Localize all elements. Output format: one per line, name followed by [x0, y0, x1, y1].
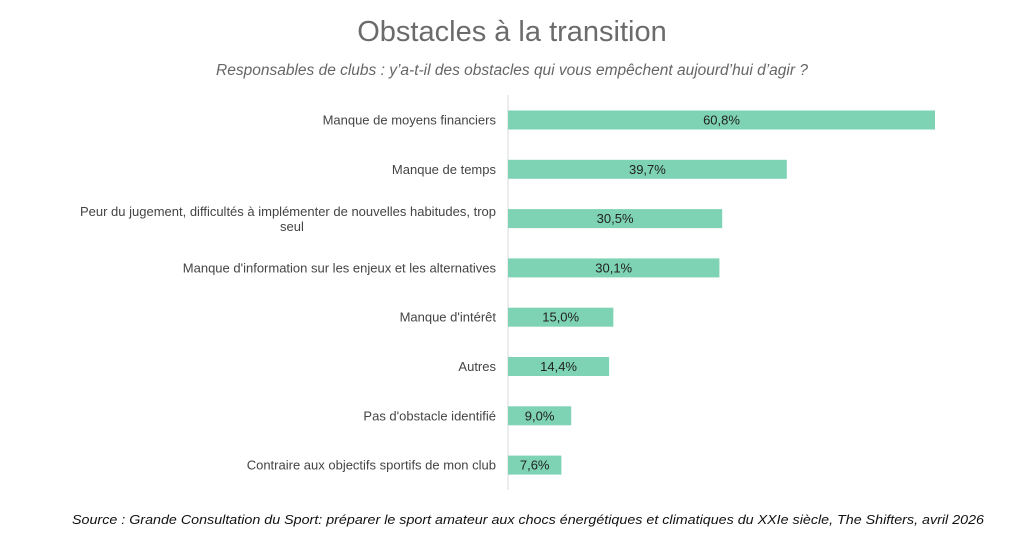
data-label: 60,8% — [703, 113, 740, 128]
data-label: 7,6% — [520, 458, 550, 473]
chart-title: Obstacles à la transition — [357, 16, 667, 48]
data-label: 30,1% — [595, 260, 632, 275]
chart-subtitle: Responsables de clubs : y’a-t-il des obs… — [216, 62, 808, 79]
category-label: Manque d'intérêt — [400, 310, 497, 325]
category-label: Pas d'obstacle identifié — [363, 408, 496, 423]
source-note: Source : Grande Consultation du Sport: p… — [72, 513, 984, 527]
bar — [508, 307, 614, 327]
data-label: 9,0% — [525, 408, 555, 423]
data-label: 14,4% — [540, 359, 577, 374]
bar — [508, 159, 787, 179]
bar — [508, 455, 562, 475]
bar — [508, 406, 572, 426]
category-label: Manque d'information sur les enjeux et l… — [183, 260, 497, 275]
category-label: Contraire aux objectifs sportifs de mon … — [247, 458, 496, 473]
bar — [508, 258, 720, 278]
category-label: Manque de temps — [392, 162, 497, 177]
category-label: Manque de moyens financiers — [323, 113, 497, 128]
bar — [508, 357, 610, 376]
category-label: Autres — [458, 359, 496, 374]
data-label: 30,5% — [597, 211, 634, 226]
data-label: 15,0% — [542, 310, 579, 325]
bar — [508, 110, 935, 130]
category-label: Peur du jugement, difficultés à implémen… — [80, 204, 496, 234]
data-label: 39,7% — [629, 162, 666, 177]
bar — [508, 209, 723, 229]
